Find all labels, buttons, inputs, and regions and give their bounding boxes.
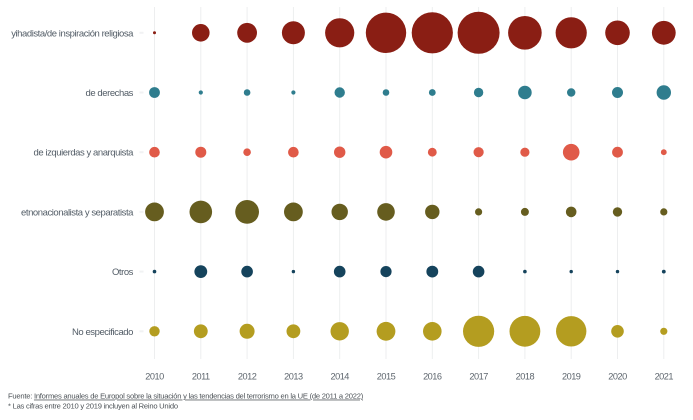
svg-text:2015: 2015 [377,372,396,382]
svg-text:Otros: Otros [112,267,134,278]
svg-text:2012: 2012 [238,372,257,382]
svg-text:2017: 2017 [469,372,488,382]
svg-text:No especificado: No especificado [72,327,133,338]
svg-text:2014: 2014 [330,372,349,382]
svg-text:de derechas: de derechas [86,88,134,99]
svg-text:2010: 2010 [145,372,164,382]
svg-text:* Las cifras entre 2010 y 2019: * Las cifras entre 2010 y 2019 incluyen … [8,402,178,411]
svg-text:yihadista/de inspiración relig: yihadista/de inspiración religiosa [11,28,134,39]
svg-text:2016: 2016 [423,372,442,382]
svg-text:2018: 2018 [516,372,535,382]
svg-text:2021: 2021 [655,372,674,382]
svg-text:2020: 2020 [608,372,627,382]
svg-text:etnonacionalista y separatista: etnonacionalista y separatista [21,207,134,218]
svg-text:2011: 2011 [192,372,210,382]
svg-text:2013: 2013 [284,372,303,382]
svg-text:2019: 2019 [562,372,581,382]
svg-text:Fuente: Informes anuales de Eu: Fuente: Informes anuales de Europol sobr… [8,392,364,401]
svg-text:de izquierdas y anarquista: de izquierdas y anarquista [34,148,135,159]
